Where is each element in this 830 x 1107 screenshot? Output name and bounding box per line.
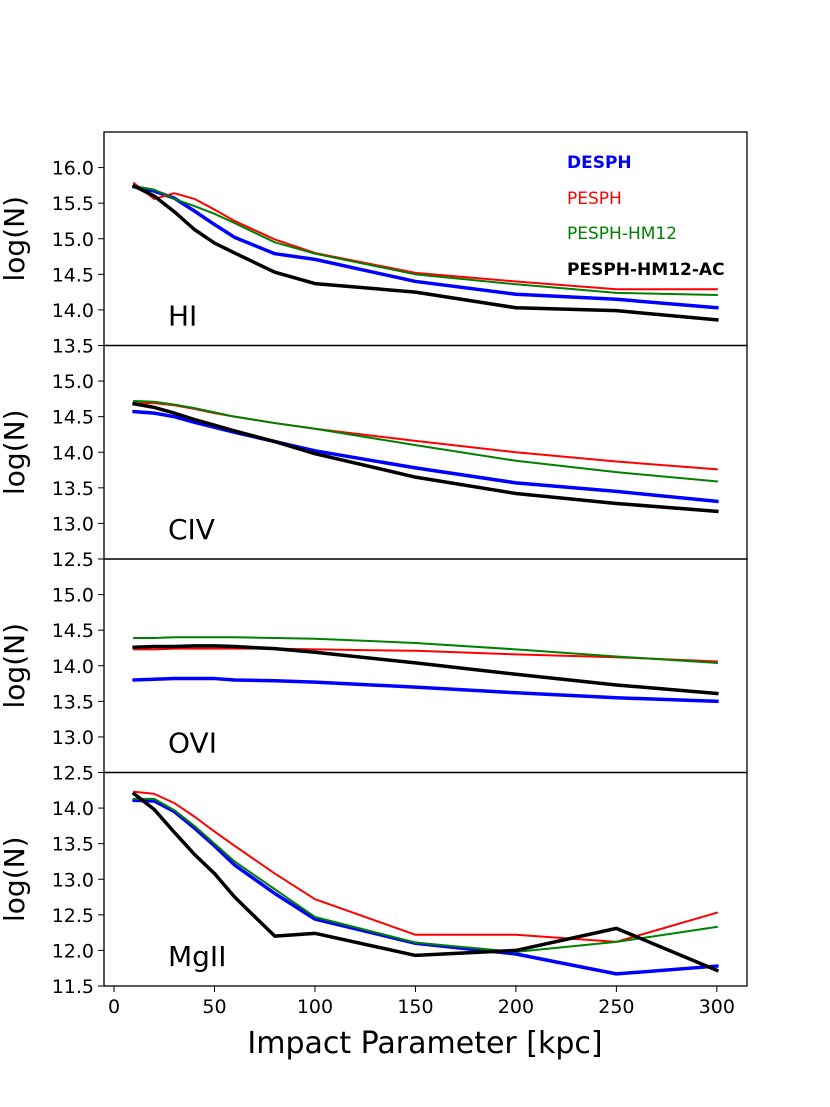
panels-layer: 13.5 14.0 14.5 15.0 15.5 16.0 log(N) HI 12.5 13.0…: [0, 131, 748, 998]
series-line-mgii-pesph: [133, 790, 719, 943]
y-tick-label: 12.5: [52, 763, 94, 785]
legend-entry-pesph: PESPH: [567, 189, 622, 209]
series-line-ovi-pesph-hm12-ac: [132, 644, 719, 696]
x-tick-label: 100: [297, 996, 333, 1018]
y-tick-label: 13.5: [52, 478, 94, 500]
panel-label-civ: CIV: [168, 513, 215, 546]
series-line-civ-desph: [132, 409, 719, 504]
y-tick-label: 13.0: [52, 513, 94, 535]
panel-ovi: 12.5 13.0 13.5 14.0 14.5 15.0 log(N) OVI: [0, 558, 748, 785]
x-tick-label: 150: [397, 996, 433, 1018]
y-tick-label: 12.0: [52, 940, 94, 962]
y-tick-label: 11.5: [52, 976, 94, 998]
panel-hi-lines: [131, 181, 719, 322]
panel-mgii-lines: [131, 790, 720, 976]
y-axis-title: log(N): [0, 196, 31, 281]
legend-entry-pesph-hm12-ac: PESPH-HM12-AC: [567, 260, 725, 280]
y-tick-label: 14.0: [52, 300, 94, 322]
y-tick-label: 13.5: [52, 691, 94, 713]
panel-hi: 13.5 14.0 14.5 15.0 15.5 16.0 log(N) HI: [0, 131, 748, 358]
panel-mgii: 11.5 12.0 12.5 13.0 13.5 14.0 log(N) MgII: [0, 771, 748, 998]
series-line-mgii-pesph-hm12-ac: [131, 791, 720, 973]
y-tick-label: 14.0: [52, 442, 94, 464]
x-tick-label: 250: [598, 996, 634, 1018]
y-tick-label: 14.0: [52, 656, 94, 678]
series-line-ovi-pesph: [133, 647, 718, 663]
y-tick-label: 14.0: [52, 798, 94, 820]
y-tick-label: 13.5: [52, 834, 94, 856]
y-tick-label: 15.0: [52, 371, 94, 393]
panel-civ: 12.5 13.0 13.5 14.0 14.5 15.0 log(N) CIV: [0, 344, 748, 571]
legend-entry-desph: DESPH: [567, 153, 632, 173]
x-tick-label: 300: [699, 996, 735, 1018]
y-tick-label: 16.0: [52, 158, 94, 180]
legend: DESPH PESPH PESPH-HM12 PESPH-HM12-AC: [567, 153, 725, 280]
panel-label-mgii: MgII: [168, 940, 226, 973]
y-axis-title: log(N): [0, 410, 31, 495]
x-axis: 0 50 100 150 200 250 300: [108, 986, 735, 1018]
y-tick-label: 14.5: [52, 620, 94, 642]
series-line-hi-pesph-hm12: [132, 184, 718, 296]
y-tick-label: 13.0: [52, 869, 94, 891]
x-tick-label: 0: [108, 996, 120, 1018]
y-tick-label: 14.5: [52, 264, 94, 286]
panel-civ-lines: [132, 399, 719, 514]
x-axis-title: Impact Parameter [kpc]: [247, 1026, 602, 1061]
y-tick-label: 12.5: [52, 905, 94, 927]
panel-label-ovi: OVI: [168, 727, 217, 760]
y-tick-label: 13.0: [52, 727, 94, 749]
y-tick-label: 15.0: [52, 229, 94, 251]
y-tick-label: 14.5: [52, 407, 94, 429]
y-axis-title: log(N): [0, 623, 31, 708]
y-tick-label: 15.0: [52, 585, 94, 607]
series-line-hi-pesph-hm12-ac: [131, 183, 719, 322]
series-line-mgii-desph: [132, 798, 719, 976]
x-tick-label: 200: [498, 996, 534, 1018]
y-tick-label: 15.5: [52, 193, 94, 215]
y-tick-label: 12.5: [52, 549, 94, 571]
panel-label-hi: HI: [168, 300, 197, 333]
y-tick-label: 13.5: [52, 336, 94, 358]
series-line-ovi-desph: [132, 676, 719, 704]
x-tick-label: 50: [202, 996, 226, 1018]
y-axis-title: log(N): [0, 837, 31, 922]
series-line-hi-pesph: [132, 181, 718, 291]
series-line-civ-pesph-hm12: [133, 399, 718, 483]
panel-ovi-lines: [132, 636, 719, 704]
series-line-mgii-pesph-hm12: [133, 797, 718, 953]
series-line-ovi-pesph-hm12: [133, 636, 718, 664]
legend-entry-pesph-hm12: PESPH-HM12: [567, 224, 677, 244]
series-line-civ-pesph-hm12-ac: [132, 401, 719, 514]
